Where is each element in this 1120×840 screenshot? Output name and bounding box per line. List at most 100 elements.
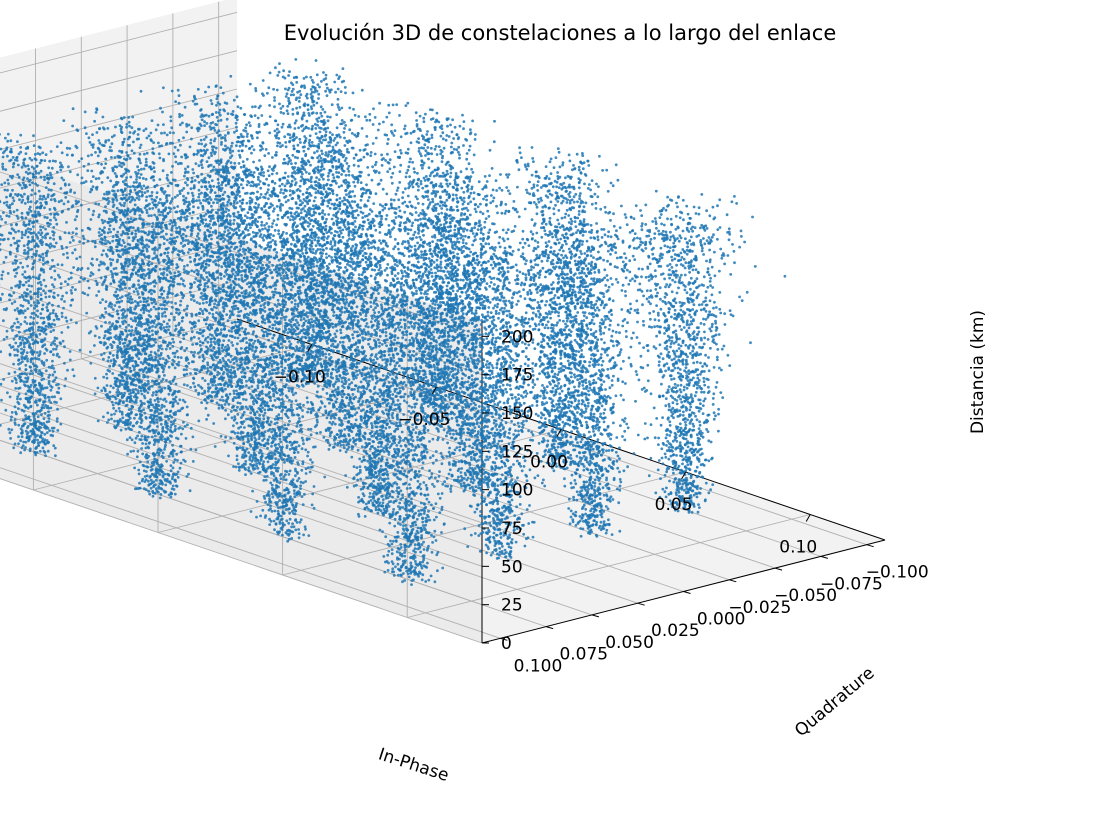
scatter-point: [380, 223, 384, 227]
scatter-point: [723, 312, 727, 315]
scatter-point: [661, 416, 664, 419]
scatter-point: [255, 369, 259, 373]
scatter-point: [456, 289, 459, 293]
scatter-point: [311, 204, 315, 208]
scatter-point: [495, 457, 498, 460]
scatter-point: [189, 260, 193, 264]
scatter-point: [82, 164, 86, 168]
scatter-point: [52, 233, 55, 237]
scatter-point: [712, 417, 716, 421]
scatter-point: [602, 493, 606, 497]
scatter-point: [160, 307, 164, 311]
scatter-point: [313, 238, 317, 242]
scatter-point: [294, 528, 298, 532]
scatter-point: [492, 140, 496, 144]
scatter-point: [211, 145, 214, 149]
scatter-point: [102, 375, 106, 379]
scatter-point: [167, 455, 171, 458]
scatter-point: [422, 558, 425, 562]
scatter-point: [82, 237, 86, 241]
scatter-point: [288, 469, 292, 473]
scatter-point: [3, 188, 7, 192]
scatter-point: [296, 111, 299, 115]
scatter-point: [302, 77, 306, 80]
scatter-point: [246, 132, 249, 136]
scatter-point: [1, 165, 5, 169]
scatter-point: [20, 408, 24, 412]
scatter-point: [152, 141, 156, 145]
scatter-point: [524, 394, 528, 398]
scatter-point: [155, 489, 159, 493]
scatter-point: [279, 440, 283, 444]
scatter-point: [459, 278, 463, 282]
scatter-point: [209, 141, 213, 145]
scatter-point: [421, 166, 424, 170]
scatter-point: [602, 331, 606, 335]
scatter-point: [311, 248, 315, 251]
scatter-point: [159, 106, 162, 110]
scatter-point: [280, 398, 284, 401]
scatter-point: [653, 318, 657, 322]
scatter-point: [358, 148, 362, 152]
scatter-point: [686, 445, 690, 449]
scatter-point: [190, 350, 193, 354]
scatter-point: [205, 275, 209, 279]
scatter-point: [576, 229, 580, 232]
scatter-point: [16, 397, 19, 401]
scatter-point: [161, 377, 165, 381]
scatter-point: [689, 235, 693, 239]
scatter-point: [531, 433, 535, 437]
scatter-point: [725, 213, 729, 217]
scatter-point: [521, 426, 525, 429]
scatter-point: [479, 277, 483, 281]
scatter-point: [36, 438, 39, 442]
scatter-point: [584, 201, 588, 205]
scatter-point: [604, 210, 608, 214]
scatter-point: [264, 478, 268, 482]
scatter-point: [405, 487, 409, 490]
scatter-point: [197, 337, 201, 340]
y-gridline-floor: [0, 467, 501, 639]
scatter-point: [723, 262, 726, 266]
scatter-point: [399, 444, 403, 448]
scatter-point: [455, 446, 459, 449]
scatter-point: [256, 384, 260, 387]
scatter-point: [487, 231, 491, 235]
scatter-point: [300, 84, 304, 88]
scatter-point: [211, 287, 215, 291]
scatter-point: [290, 242, 293, 246]
scatter-point: [9, 139, 13, 143]
scatter-point: [267, 225, 271, 229]
scatter-point: [286, 363, 290, 367]
scatter-point: [579, 534, 583, 538]
scatter-point: [116, 230, 120, 234]
scatter-point: [92, 143, 95, 147]
scatter-point: [499, 494, 503, 497]
scatter-point: [471, 243, 474, 247]
scatter-point: [71, 124, 74, 128]
scatter-point: [210, 337, 213, 341]
scatter-point: [409, 306, 412, 309]
scatter-point: [14, 387, 18, 390]
scatter-point: [362, 386, 366, 390]
scatter-point: [397, 247, 400, 251]
scatter-point: [419, 180, 423, 183]
scatter-point: [621, 324, 625, 328]
scatter-point: [26, 264, 29, 268]
scatter-point: [607, 285, 611, 289]
scatter-point: [672, 480, 676, 484]
scatter-point: [53, 370, 57, 374]
scatter-point: [48, 373, 51, 377]
scatter-point: [157, 412, 161, 416]
scatter-point: [422, 554, 426, 557]
scatter-point: [333, 80, 337, 84]
scatter-point: [550, 401, 554, 405]
scatter-point: [247, 121, 251, 124]
scatter-point: [20, 435, 24, 439]
scatter-point: [369, 364, 373, 367]
scatter-point: [409, 478, 413, 481]
scatter-point: [13, 405, 17, 409]
scatter-point: [624, 256, 628, 260]
scatter-point: [199, 296, 203, 299]
scatter-point: [333, 438, 336, 442]
